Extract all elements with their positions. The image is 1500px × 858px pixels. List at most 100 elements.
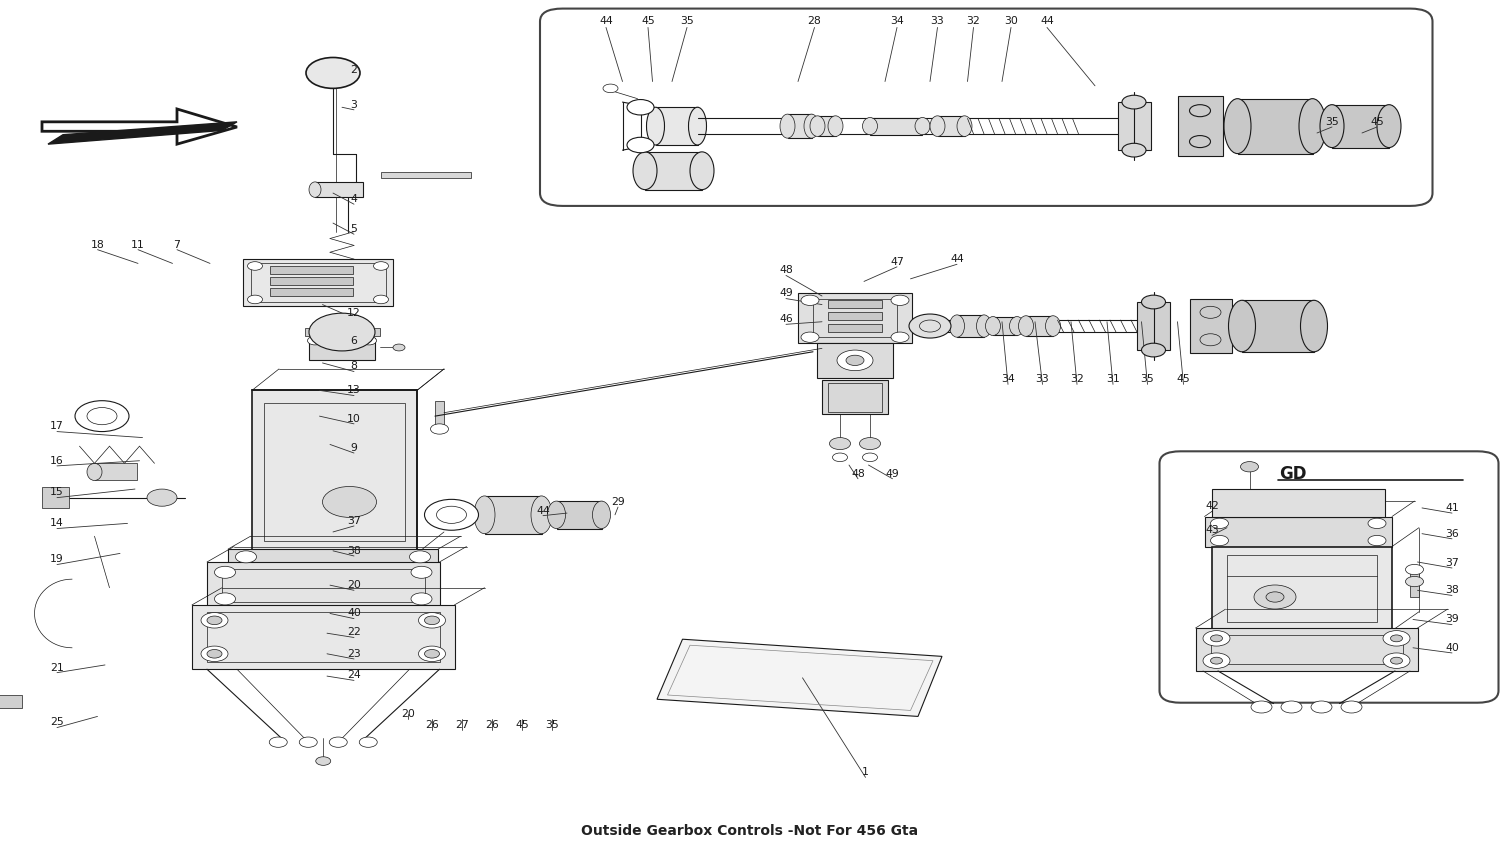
Circle shape — [1200, 306, 1221, 318]
Bar — [656, 107, 698, 145]
Circle shape — [627, 137, 654, 153]
Ellipse shape — [474, 496, 495, 534]
Bar — [1190, 299, 1231, 353]
Text: 35: 35 — [544, 720, 560, 730]
Text: 14: 14 — [50, 518, 64, 529]
Circle shape — [1390, 635, 1402, 642]
Text: 11: 11 — [130, 239, 146, 250]
Ellipse shape — [1299, 99, 1326, 154]
Bar — [798, 293, 912, 343]
Circle shape — [603, 84, 618, 93]
Bar — [243, 259, 393, 306]
Circle shape — [1368, 535, 1386, 546]
Circle shape — [411, 566, 432, 578]
Bar — [264, 403, 405, 541]
Text: 41: 41 — [1444, 503, 1460, 513]
Ellipse shape — [1019, 316, 1034, 336]
Circle shape — [862, 453, 877, 462]
Ellipse shape — [1300, 300, 1328, 352]
Text: 45: 45 — [1370, 117, 1384, 127]
Text: 21: 21 — [50, 662, 64, 673]
Text: 20: 20 — [400, 709, 416, 719]
Bar — [1210, 635, 1402, 664]
Text: 39: 39 — [1444, 614, 1460, 625]
Bar — [1332, 105, 1389, 148]
Bar — [270, 288, 352, 296]
Bar — [1212, 489, 1384, 517]
Ellipse shape — [915, 118, 930, 135]
Circle shape — [1406, 565, 1423, 575]
Bar — [381, 172, 471, 178]
Circle shape — [201, 646, 228, 662]
Ellipse shape — [309, 182, 321, 197]
Ellipse shape — [976, 315, 992, 337]
Circle shape — [1142, 295, 1166, 309]
Circle shape — [909, 314, 951, 338]
Text: 22: 22 — [346, 627, 362, 637]
Text: 48: 48 — [778, 265, 794, 275]
Circle shape — [236, 551, 256, 563]
Circle shape — [424, 499, 478, 530]
Circle shape — [393, 344, 405, 351]
Circle shape — [410, 551, 430, 563]
Circle shape — [1281, 701, 1302, 713]
Bar — [1137, 302, 1170, 350]
Ellipse shape — [1377, 105, 1401, 148]
Circle shape — [1383, 631, 1410, 646]
Circle shape — [424, 650, 439, 658]
Text: 40: 40 — [346, 608, 362, 619]
Text: 23: 23 — [346, 649, 362, 659]
Circle shape — [859, 438, 880, 450]
Text: 48: 48 — [850, 468, 865, 479]
Ellipse shape — [804, 114, 819, 138]
Text: 5: 5 — [351, 224, 357, 234]
Text: 25: 25 — [50, 717, 64, 728]
Text: 42: 42 — [1204, 501, 1219, 511]
Ellipse shape — [688, 107, 706, 145]
Circle shape — [330, 737, 346, 747]
Circle shape — [830, 438, 850, 450]
Text: GD: GD — [1280, 466, 1306, 483]
Circle shape — [436, 506, 466, 523]
Circle shape — [1368, 518, 1386, 529]
Bar — [818, 343, 892, 378]
Circle shape — [315, 757, 330, 765]
Text: 35: 35 — [1324, 117, 1340, 127]
Bar — [1204, 517, 1392, 547]
Bar — [813, 299, 897, 337]
Bar — [1269, 498, 1293, 510]
Bar — [828, 383, 882, 412]
Bar — [938, 116, 964, 136]
Circle shape — [891, 332, 909, 342]
Text: 7: 7 — [174, 239, 180, 250]
Circle shape — [1210, 657, 1222, 664]
Ellipse shape — [1046, 316, 1060, 336]
FancyBboxPatch shape — [1160, 451, 1498, 703]
Bar — [1305, 498, 1329, 510]
Circle shape — [627, 100, 654, 115]
Text: 47: 47 — [890, 257, 904, 267]
Bar — [645, 152, 702, 190]
Bar — [1196, 628, 1417, 671]
Bar — [228, 549, 438, 565]
Circle shape — [1341, 701, 1362, 713]
Bar — [1118, 102, 1150, 150]
Bar — [1340, 498, 1364, 510]
Text: 4: 4 — [351, 194, 357, 204]
Ellipse shape — [930, 116, 945, 136]
Circle shape — [201, 613, 228, 628]
Text: 49: 49 — [885, 468, 900, 479]
Circle shape — [1406, 577, 1423, 587]
Ellipse shape — [592, 501, 610, 529]
Circle shape — [1266, 592, 1284, 602]
Circle shape — [801, 295, 819, 305]
Circle shape — [1254, 585, 1296, 609]
Circle shape — [1251, 701, 1272, 713]
Bar — [1242, 300, 1314, 352]
Text: 6: 6 — [351, 335, 357, 346]
Ellipse shape — [828, 116, 843, 136]
Circle shape — [1203, 653, 1230, 668]
Text: 46: 46 — [778, 314, 794, 324]
Circle shape — [430, 424, 448, 434]
Text: 38: 38 — [1444, 585, 1460, 595]
